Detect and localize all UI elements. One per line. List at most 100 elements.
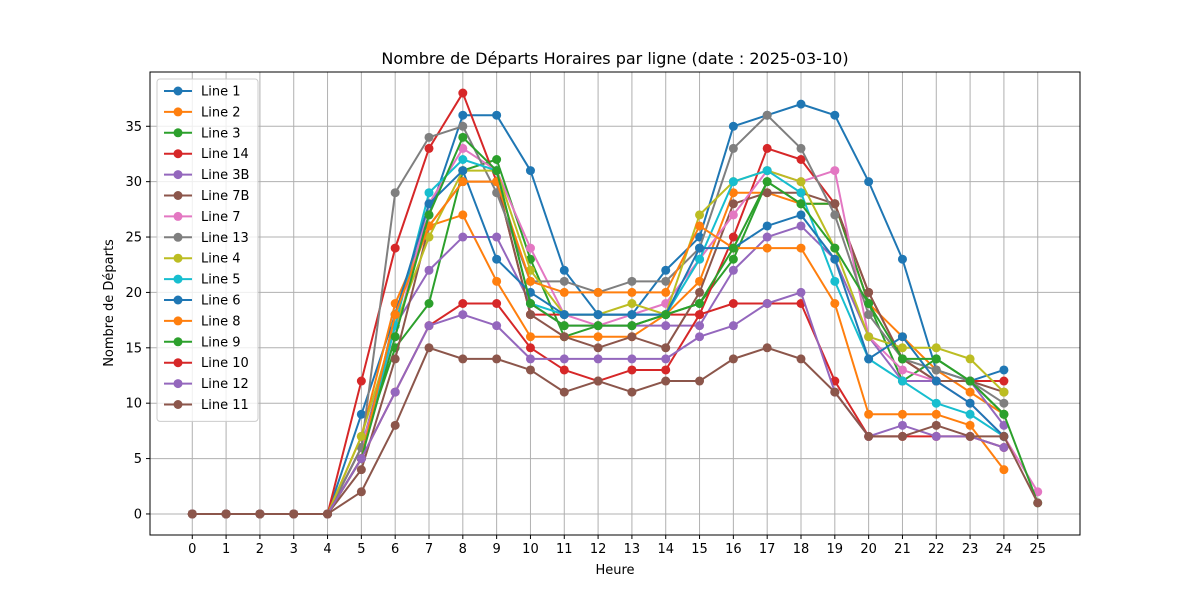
- data-point: [864, 177, 874, 187]
- x-tick-label: 17: [759, 542, 776, 557]
- data-point: [356, 465, 366, 475]
- data-point: [221, 509, 231, 519]
- data-point: [559, 387, 569, 397]
- data-point: [796, 210, 806, 220]
- data-point: [323, 509, 333, 519]
- data-point: [1033, 498, 1043, 508]
- legend-marker: [173, 400, 183, 409]
- series-line: [192, 147, 1039, 515]
- data-point: [255, 509, 265, 519]
- data-point: [458, 177, 468, 187]
- x-tick-label: 2: [256, 542, 264, 557]
- data-point: [796, 99, 806, 109]
- data-point: [864, 431, 874, 441]
- data-point: [999, 365, 1009, 375]
- data-point: [492, 110, 502, 120]
- data-point: [458, 299, 468, 308]
- data-point: [796, 177, 806, 187]
- x-tick-label: 25: [1029, 542, 1046, 557]
- data-point: [525, 365, 535, 375]
- data-point: [492, 299, 502, 308]
- legend-label: Line 9: [201, 335, 241, 350]
- x-tick-label: 3: [290, 542, 298, 557]
- data-point: [390, 387, 400, 397]
- data-point: [965, 420, 975, 430]
- data-point: [864, 287, 874, 297]
- data-point: [424, 232, 434, 242]
- data-point: [661, 376, 671, 386]
- data-point: [728, 354, 738, 364]
- x-tick-label: 6: [391, 542, 399, 557]
- x-tick-label: 8: [459, 542, 467, 557]
- legend-label: Line 6: [201, 294, 241, 309]
- data-point: [796, 221, 806, 231]
- data-point: [525, 310, 535, 320]
- x-tick-label: 1: [222, 542, 230, 557]
- data-point: [728, 254, 738, 264]
- data-point: [762, 143, 772, 153]
- data-point: [695, 321, 705, 331]
- data-point: [424, 299, 434, 308]
- data-point: [695, 310, 705, 320]
- x-tick-label: 19: [827, 542, 844, 557]
- data-point: [965, 431, 975, 441]
- data-point: [458, 155, 468, 165]
- data-point: [695, 376, 705, 386]
- data-point: [728, 265, 738, 275]
- data-point: [458, 143, 468, 153]
- data-point: [695, 254, 705, 264]
- data-point: [931, 431, 941, 441]
- data-point: [762, 221, 772, 231]
- data-point: [830, 243, 840, 253]
- data-point: [864, 409, 874, 419]
- data-point: [559, 365, 569, 375]
- data-point: [864, 310, 874, 320]
- data-point: [864, 299, 874, 308]
- legend-label: Line 7: [201, 210, 241, 225]
- x-tick-label: 9: [492, 542, 500, 557]
- data-point: [593, 287, 603, 297]
- data-point: [965, 376, 975, 386]
- data-point: [728, 321, 738, 331]
- data-point: [695, 243, 705, 253]
- data-point: [796, 287, 806, 297]
- x-tick-label: 10: [522, 542, 539, 557]
- x-tick-label: 0: [188, 542, 196, 557]
- data-point: [728, 232, 738, 242]
- data-point: [897, 343, 907, 353]
- data-point: [796, 243, 806, 253]
- data-point: [999, 387, 1009, 397]
- series-line-7: [187, 143, 1043, 519]
- data-point: [390, 332, 400, 342]
- legend-label: Line 3B: [201, 168, 249, 183]
- x-tick-label: 13: [624, 542, 641, 557]
- data-point: [830, 210, 840, 220]
- data-point: [728, 299, 738, 308]
- data-point: [897, 354, 907, 364]
- legend-marker: [173, 211, 183, 221]
- y-tick-label: 10: [125, 397, 142, 412]
- data-point: [695, 299, 705, 308]
- data-point: [424, 321, 434, 331]
- data-point: [762, 166, 772, 176]
- legend-marker: [173, 337, 183, 347]
- legend-label: Line 10: [201, 356, 249, 371]
- data-point: [661, 276, 671, 286]
- legend-marker: [173, 86, 183, 96]
- data-point: [458, 166, 468, 176]
- data-point: [458, 121, 468, 131]
- x-tick-label: 16: [725, 542, 742, 557]
- legend-label: Line 11: [201, 398, 249, 413]
- legend-marker: [173, 358, 183, 368]
- y-tick-label: 5: [134, 452, 142, 467]
- data-point: [525, 276, 535, 286]
- data-point: [897, 365, 907, 375]
- data-point: [931, 398, 941, 408]
- grid: [150, 72, 1080, 535]
- data-point: [627, 321, 637, 331]
- data-point: [356, 487, 366, 497]
- data-point: [559, 310, 569, 320]
- legend-marker: [173, 107, 183, 117]
- data-point: [559, 354, 569, 364]
- data-point: [830, 199, 840, 209]
